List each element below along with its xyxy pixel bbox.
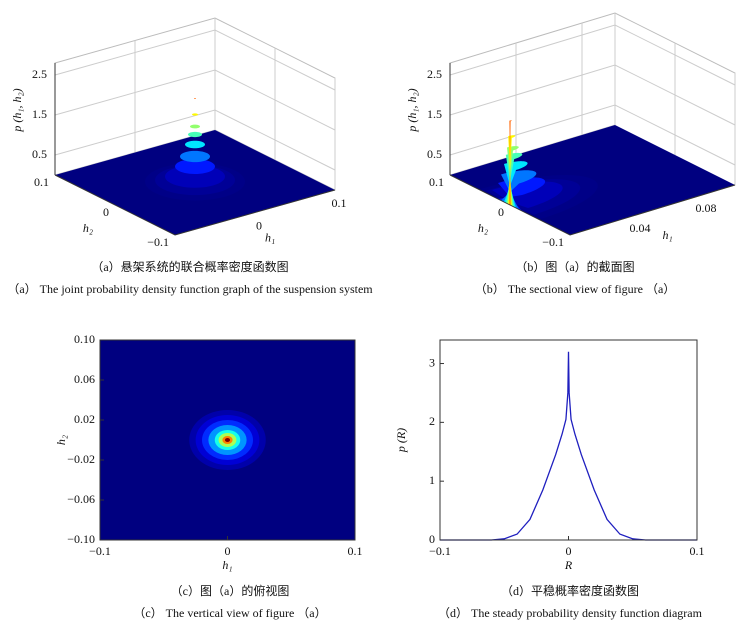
- y-axis-label: h₂: [478, 221, 488, 235]
- x-tick-label: 0.1: [690, 544, 705, 558]
- caption-en: （d） The steady probability density funct…: [438, 606, 703, 620]
- surface-ring: [185, 140, 205, 149]
- y-tick-label: 0.1: [34, 175, 49, 189]
- y-tick-label: −0.06: [67, 492, 95, 506]
- x-tick-label: 0.04: [630, 221, 651, 235]
- caption-en: （c） The vertical view of figure （a）: [133, 606, 326, 620]
- surface-ring: [190, 124, 200, 129]
- x-axis-label: h₁: [663, 228, 673, 242]
- y-tick-label: −0.02: [67, 452, 95, 466]
- y-tick-label: 0: [103, 205, 109, 219]
- caption: （b）图（a）的截面图: [515, 259, 634, 274]
- y-tick-label: 1: [429, 473, 435, 487]
- z-axis-label: p (h₁, h₂): [405, 88, 419, 132]
- grid-line: [449, 24, 736, 86]
- z-tick-label: 2.5: [427, 67, 442, 81]
- caption: （a）悬架系统的联合概率密度函数图: [91, 259, 288, 274]
- x-axis-label: h₁: [222, 558, 232, 572]
- x-axis-label: h₁: [265, 230, 275, 244]
- x-tick-label: 0: [256, 218, 262, 232]
- x-tick-label: 0: [225, 544, 231, 558]
- x-tick-label: −0.1: [89, 544, 111, 558]
- y-axis-label: p (R): [394, 428, 408, 453]
- axis-edge: [54, 174, 336, 236]
- y-axis-label: h₂: [54, 435, 68, 445]
- y-tick-label: 0.1: [429, 175, 444, 189]
- x-tick-label: −0.1: [429, 544, 451, 558]
- surface-ring: [180, 150, 210, 163]
- x-tick-label: 0.08: [696, 201, 717, 215]
- y-tick-label: 0: [498, 205, 504, 219]
- y-tick-label: 3: [429, 355, 435, 369]
- grid-line: [54, 29, 336, 91]
- heat-ring: [224, 438, 231, 442]
- z-tick-label: 0.5: [427, 147, 442, 161]
- grid-line: [54, 69, 336, 131]
- axis-edge: [449, 174, 736, 236]
- y-tick-label: 0.02: [74, 412, 95, 426]
- y-axis-label: h₂: [83, 221, 93, 235]
- y-tick-label: 0.06: [74, 372, 95, 386]
- z-tick-label: 1.5: [32, 107, 47, 121]
- y-tick-label: 2: [429, 414, 435, 428]
- z-tick-label: 1.5: [427, 107, 442, 121]
- y-tick-label: −0.10: [67, 532, 95, 546]
- grid-line: [449, 64, 736, 126]
- x-axis-label: R: [564, 558, 573, 572]
- z-axis-label: p (h₁, h₂): [10, 88, 24, 132]
- x-tick-label: 0.1: [332, 196, 347, 210]
- y-tick-label: 0.10: [74, 332, 95, 346]
- line: [440, 351, 697, 541]
- caption-en: （a） The joint probability density functi…: [7, 282, 373, 296]
- caption: （d）平稳概率密度函数图: [501, 583, 639, 598]
- z-tick-label: 0.5: [32, 147, 47, 161]
- x-tick-label: 0.1: [348, 544, 363, 558]
- z-tick-label: 2.5: [32, 67, 47, 81]
- surface-ring: [175, 159, 215, 174]
- x-tick-label: 0: [566, 544, 572, 558]
- surface-ring: [194, 98, 196, 99]
- surface-ring: [509, 120, 512, 206]
- surface-ring: [192, 113, 198, 116]
- surface-ring: [188, 131, 202, 138]
- y-tick-label: −0.1: [147, 235, 169, 249]
- y-tick-label: −0.1: [542, 235, 564, 249]
- caption-en: （b） The sectional view of figure （a）: [475, 282, 676, 296]
- caption: （c）图（a）的俯视图: [171, 583, 290, 598]
- y-tick-label: 0: [429, 532, 435, 546]
